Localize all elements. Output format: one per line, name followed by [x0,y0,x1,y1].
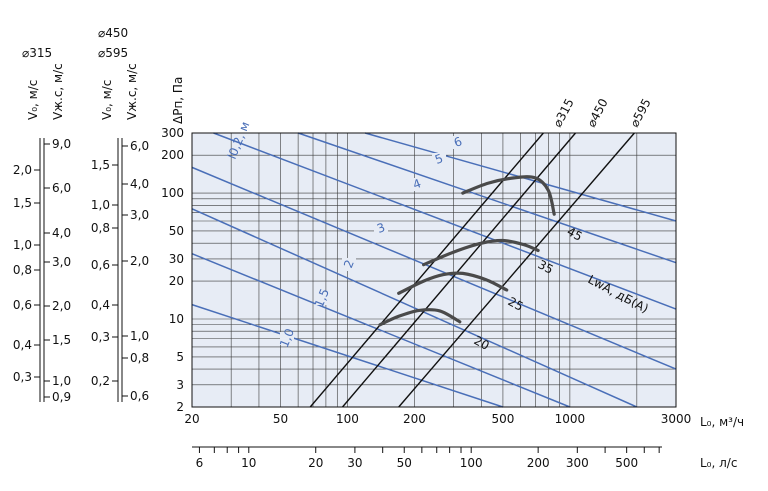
diameter-header-450: ⌀450 [98,26,128,40]
left-scale-label: 0,2 [91,374,110,388]
throw-value-label: 3 [375,220,387,236]
diameter-header-595: ⌀595 [98,46,128,60]
y-tick-label: 30 [169,252,184,266]
x-tick-label: 1000 [555,412,586,426]
diameter-header-315: ⌀315 [22,46,52,60]
throw-label-bg [432,153,446,166]
noise-value-label: 20 [472,333,492,353]
left-scale-label: 0,8 [13,263,32,277]
y-tick-label: 100 [161,186,184,200]
v0-label-2: V₀, м/с [100,80,114,120]
throw-label-bg [315,292,329,305]
noise-value-label: 25 [506,294,526,314]
y-tick-label: 50 [169,224,184,238]
left-scale-label: 4,0 [52,226,71,240]
y-tick-label: 3 [176,378,184,392]
left-scale-label: 2,0 [52,299,71,313]
x2-tick-label: 30 [347,456,362,470]
left-scale-label: 1,0 [130,329,149,343]
throw-label-bg [280,332,294,345]
noise-value-label: 35 [536,257,556,277]
x-axis-title: L₀, м³/ч [700,415,744,429]
left-scale-label: 0,6 [91,258,110,272]
left-scale-label: 9,0 [52,137,71,151]
throw-line [191,208,638,408]
left-scale-label: 6,0 [130,139,149,153]
noise-curve [461,175,556,216]
left-scale-label: 0,8 [91,221,110,235]
left-scale-label: 4,0 [130,177,149,191]
throw-line [191,253,571,408]
x2-tick-label: 10 [241,456,256,470]
duct-line [398,132,635,408]
noise-value-label: 45 [565,224,585,244]
left-scale-label: 1,5 [52,333,71,347]
left-scale-label: 6,0 [52,181,71,195]
x-tick-label: 100 [336,412,359,426]
left-scale-label: 0,6 [130,389,149,403]
y-axis-title: ΔPп, Па [171,77,185,124]
noise-curve [397,271,509,295]
left-scale-label: 2,0 [130,254,149,268]
x2-axis-title: L₀, л/с [700,456,737,470]
left-scale-label: 0,4 [91,298,110,312]
left-scale-label: 3,0 [130,208,149,222]
throw-label-bg [410,178,424,191]
throw-value-label: 1,0 [277,327,297,350]
y-tick-label: 20 [169,274,184,288]
x2-tick-label: 50 [397,456,412,470]
left-scale-label: 0,6 [13,298,32,312]
left-scale-label: 1,5 [13,196,32,210]
throw-label-bg [451,136,465,149]
throw-label-bg [342,258,356,271]
left-scale-label: 0,3 [13,370,32,384]
left-scale-label: 3,0 [52,255,71,269]
x2-tick-label: 200 [527,456,550,470]
left-scale-label: 1,5 [91,158,110,172]
left-scale-label: 0,9 [52,390,71,404]
duct-label: ⌀595 [627,96,654,129]
x2-tick-label: 20 [308,456,323,470]
throw-value-label: 5 [433,151,445,167]
y-tick-label: 200 [161,148,184,162]
y-tick-label: 10 [169,312,184,326]
left-scale-label: 1,0 [91,198,110,212]
x2-tick-label: 6 [196,456,204,470]
left-scale-label: 0,3 [91,330,110,344]
throw-label-bg [374,222,388,235]
left-scale-label: 1,0 [52,374,71,388]
x2-tick-label: 100 [460,456,483,470]
x-tick-label: 3000 [661,412,692,426]
duct-label: ⌀450 [584,96,611,129]
y-tick-label: 2 [176,400,184,414]
x2-tick-label: 500 [615,456,638,470]
x-tick-label: 200 [403,412,426,426]
vjs-label-2: Vж.с, м/с [125,63,139,120]
noise-curve [422,238,540,267]
x2-tick-label: 300 [566,456,589,470]
duct-label: ⌀315 [550,96,577,129]
throw-line [191,166,677,370]
left-scale-label: 0,4 [13,338,32,352]
left-scale-label: 0,8 [130,351,149,365]
plot-frame [191,132,677,408]
throw-value-label: 1,5 [312,287,332,310]
throw-value-label: 6 [452,134,464,150]
y-tick-label: 300 [161,126,184,140]
x-tick-label: 500 [491,412,514,426]
left-scale-label: 2,0 [13,163,32,177]
x-tick-label: 50 [273,412,288,426]
v0-label-1: V₀, м/с [26,80,40,120]
y-tick-label: 5 [176,350,184,364]
vjs-label-1: Vж.с, м/с [51,63,65,120]
x-tick-label: 20 [184,412,199,426]
throw-line [191,303,504,408]
throw-value-label: 4 [411,176,423,192]
throw-line [213,132,677,310]
noise-curve [378,308,462,327]
throw-line [297,132,677,264]
left-scale-label: 1,0 [13,238,32,252]
